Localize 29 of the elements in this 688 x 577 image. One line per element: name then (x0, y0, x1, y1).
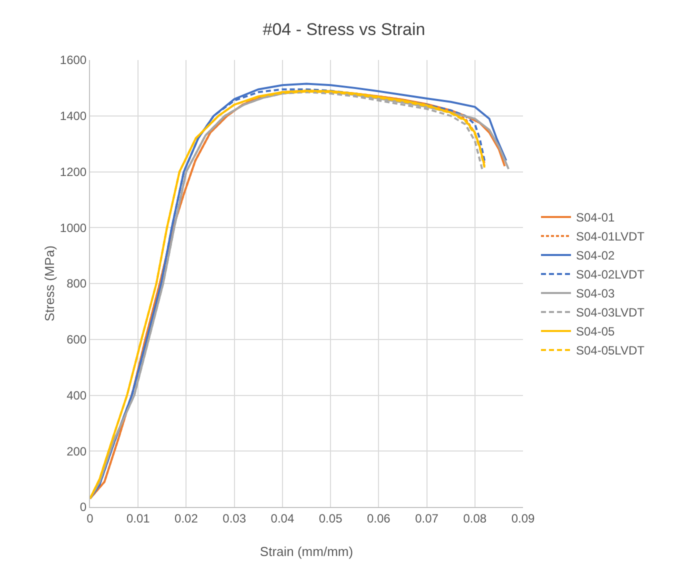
legend-label: S04-01LVDT (576, 230, 646, 244)
y-tick-label: 1200 (60, 164, 87, 179)
y-axis-title: Stress (MPa) (42, 246, 57, 322)
y-tick-label: 1600 (60, 53, 87, 68)
x-tick-label: 0.02 (174, 511, 198, 526)
y-tick-label: 1400 (60, 109, 87, 124)
y-tick-label: 400 (66, 388, 87, 402)
legend-label: S04-05LVDT (576, 344, 646, 358)
legend-label: S04-02 (576, 248, 616, 263)
legend-label: S04-01 (576, 210, 616, 225)
x-tick-label: 0.04 (270, 511, 294, 526)
legend-label: S04-03LVDT (576, 306, 646, 320)
legend-label: S04-03 (576, 286, 616, 301)
y-tick-label: 600 (66, 332, 87, 347)
legend-label: S04-05 (576, 324, 616, 339)
x-tick-label: 0.01 (126, 511, 150, 526)
x-tick-label: 0.05 (318, 511, 343, 526)
y-tick-label: 1000 (60, 220, 87, 235)
y-tick-label: 0 (80, 500, 87, 514)
x-tick-label: 0.06 (366, 511, 391, 526)
y-tick-label: 800 (66, 276, 87, 291)
x-axis-title: Strain (mm/mm) (260, 544, 354, 559)
legend-label: S04-02LVDT (576, 268, 646, 282)
x-tick-label: 0.08 (463, 511, 487, 526)
x-tick-label: 0.07 (415, 511, 439, 526)
x-tick-label: 0.03 (222, 511, 246, 526)
x-tick-label: 0.09 (511, 511, 535, 526)
chart-title: #04 - Stress vs Strain (262, 20, 426, 39)
y-tick-label: 200 (66, 444, 87, 458)
